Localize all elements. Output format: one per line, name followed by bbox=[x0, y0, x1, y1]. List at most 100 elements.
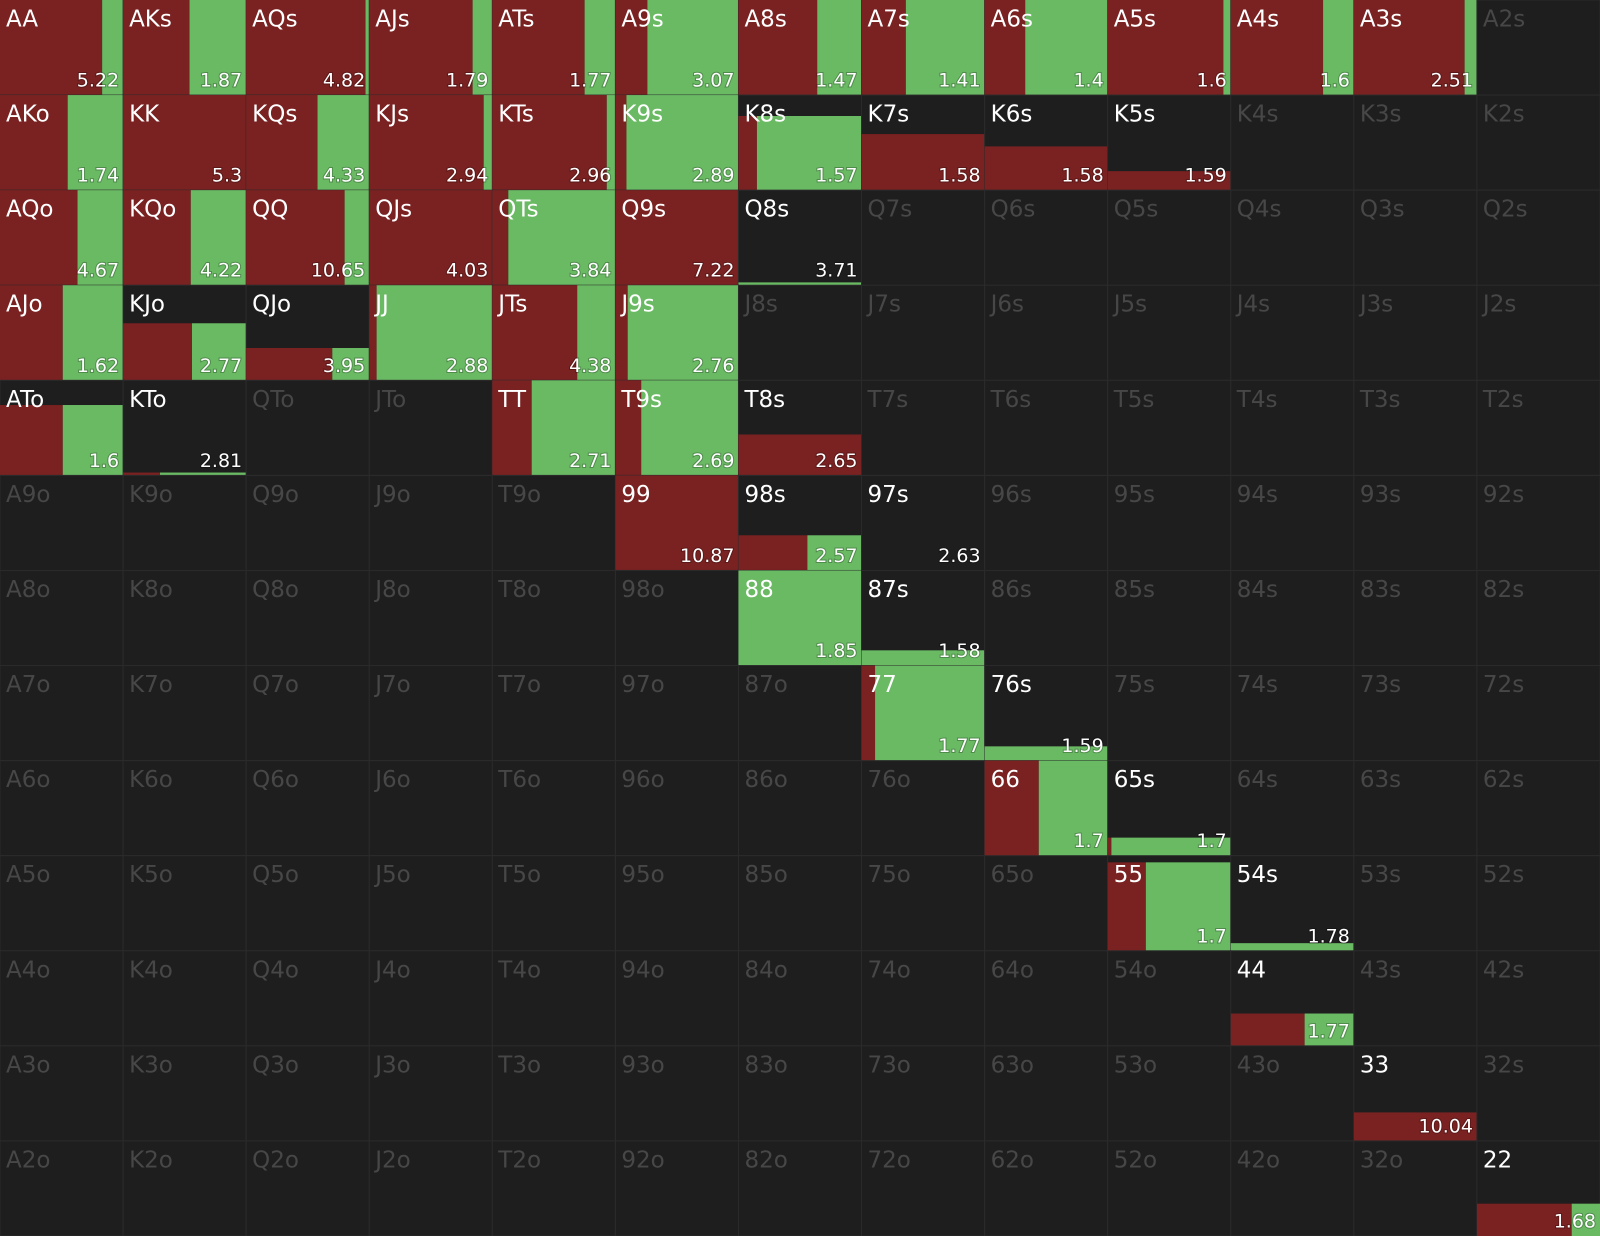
hand-cell[interactable]: T9s 2.69 bbox=[614, 379, 739, 476]
hand-cell[interactable]: 85o bbox=[737, 855, 863, 952]
hand-cell[interactable]: A6s 1.4 bbox=[984, 0, 1109, 96]
hand-cell[interactable]: 93o bbox=[614, 1045, 739, 1142]
hand-cell[interactable]: A6o bbox=[0, 760, 124, 857]
hand-cell[interactable]: 32o bbox=[1353, 1140, 1478, 1236]
hand-cell[interactable]: K4o bbox=[122, 950, 247, 1047]
hand-cell[interactable]: 65o bbox=[984, 855, 1109, 952]
hand-cell[interactable]: 86o bbox=[737, 760, 863, 857]
hand-cell[interactable]: 42o bbox=[1230, 1140, 1355, 1236]
hand-cell[interactable]: T2s bbox=[1476, 379, 1600, 476]
hand-cell[interactable]: 62s bbox=[1476, 760, 1600, 857]
hand-cell[interactable]: 64s bbox=[1230, 760, 1355, 857]
hand-cell[interactable]: 75o bbox=[861, 855, 986, 952]
hand-cell[interactable]: 84o bbox=[737, 950, 863, 1047]
hand-cell[interactable]: A3o bbox=[0, 1045, 124, 1142]
hand-cell[interactable]: 92s bbox=[1476, 474, 1600, 571]
hand-cell[interactable]: J8o bbox=[368, 569, 493, 667]
hand-cell[interactable]: KQs 4.33 bbox=[245, 94, 370, 191]
hand-cell[interactable]: T8o bbox=[491, 569, 616, 667]
hand-cell[interactable]: 97o bbox=[614, 665, 739, 762]
hand-cell[interactable]: Q8o bbox=[245, 569, 370, 667]
hand-cell[interactable]: KQo 4.22 bbox=[122, 189, 247, 286]
hand-cell[interactable]: Q7o bbox=[245, 665, 370, 762]
hand-cell[interactable]: T6s bbox=[984, 379, 1109, 476]
hand-cell[interactable]: A2s bbox=[1476, 0, 1600, 96]
hand-cell[interactable]: 74o bbox=[861, 950, 986, 1047]
hand-cell[interactable]: 52s bbox=[1476, 855, 1600, 952]
hand-cell[interactable]: Q5o bbox=[245, 855, 370, 952]
hand-cell[interactable]: J5s bbox=[1107, 284, 1232, 381]
hand-cell[interactable]: 75s bbox=[1107, 665, 1232, 762]
hand-cell[interactable]: 83s bbox=[1353, 569, 1478, 667]
hand-cell[interactable]: K9s 2.89 bbox=[614, 94, 739, 191]
hand-cell[interactable]: Q4o bbox=[245, 950, 370, 1047]
hand-cell[interactable]: 99 10.87 bbox=[614, 474, 739, 571]
hand-cell[interactable]: J6s bbox=[984, 284, 1109, 381]
hand-cell[interactable]: 63o bbox=[984, 1045, 1109, 1142]
hand-cell[interactable]: 32s bbox=[1476, 1045, 1600, 1142]
hand-cell[interactable]: 73s bbox=[1353, 665, 1478, 762]
hand-cell[interactable]: ATo 1.6 bbox=[0, 379, 124, 476]
hand-cell[interactable]: 82o bbox=[737, 1140, 863, 1236]
hand-cell[interactable]: 62o bbox=[984, 1140, 1109, 1236]
hand-cell[interactable]: J2s bbox=[1476, 284, 1600, 381]
hand-cell[interactable]: 86s bbox=[984, 569, 1109, 667]
hand-cell[interactable]: Q2o bbox=[245, 1140, 370, 1236]
hand-cell[interactable]: Q9o bbox=[245, 474, 370, 571]
hand-cell[interactable]: 52o bbox=[1107, 1140, 1232, 1236]
hand-cell[interactable]: 441.77 bbox=[1230, 950, 1355, 1047]
hand-cell[interactable]: K4s bbox=[1230, 94, 1355, 191]
hand-cell[interactable]: Q3s bbox=[1353, 189, 1478, 286]
hand-cell[interactable]: QJs 4.03 bbox=[368, 189, 493, 286]
hand-cell[interactable]: 72o bbox=[861, 1140, 986, 1236]
hand-cell[interactable]: A2o bbox=[0, 1140, 124, 1236]
hand-cell[interactable]: 551.7 bbox=[1107, 855, 1232, 952]
hand-cell[interactable]: A4s 1.6 bbox=[1230, 0, 1355, 96]
hand-cell[interactable]: A5o bbox=[0, 855, 124, 952]
hand-cell[interactable]: 87s 1.58 bbox=[861, 569, 986, 667]
hand-cell[interactable]: Q4s bbox=[1230, 189, 1355, 286]
hand-cell[interactable]: QQ 10.65 bbox=[245, 189, 370, 286]
hand-cell[interactable]: JTs 4.38 bbox=[491, 284, 616, 381]
hand-cell[interactable]: Q6s bbox=[984, 189, 1109, 286]
hand-cell[interactable]: Q9s 7.22 bbox=[614, 189, 739, 286]
hand-cell[interactable]: 94o bbox=[614, 950, 739, 1047]
hand-cell[interactable]: 43o bbox=[1230, 1045, 1355, 1142]
hand-cell[interactable]: A7s 1.41 bbox=[861, 0, 986, 96]
hand-cell[interactable]: 96o bbox=[614, 760, 739, 857]
hand-cell[interactable]: AQo 4.67 bbox=[0, 189, 124, 286]
hand-cell[interactable]: Q8s 3.71 bbox=[737, 189, 863, 286]
hand-cell[interactable]: 661.7 bbox=[984, 760, 1109, 857]
hand-cell[interactable]: 53s bbox=[1353, 855, 1478, 952]
hand-cell[interactable]: T3s bbox=[1353, 379, 1478, 476]
hand-cell[interactable]: 53o bbox=[1107, 1045, 1232, 1142]
hand-cell[interactable]: K7s 1.58 bbox=[861, 94, 986, 191]
hand-cell[interactable]: K2s bbox=[1476, 94, 1600, 191]
hand-cell[interactable]: 65s 1.7 bbox=[1107, 760, 1232, 857]
hand-cell[interactable]: J3o bbox=[368, 1045, 493, 1142]
hand-cell[interactable]: 96s bbox=[984, 474, 1109, 571]
hand-cell[interactable]: QJo 3.95 bbox=[245, 284, 370, 381]
hand-cell[interactable]: A7o bbox=[0, 665, 124, 762]
hand-cell[interactable]: AKs 1.87 bbox=[122, 0, 247, 96]
hand-cell[interactable]: KTo 2.81 bbox=[122, 379, 247, 476]
hand-cell[interactable]: 95s bbox=[1107, 474, 1232, 571]
hand-cell[interactable]: K2o bbox=[122, 1140, 247, 1236]
hand-cell[interactable]: 97s 2.63 bbox=[861, 474, 986, 571]
hand-cell[interactable]: K8s 1.57 bbox=[737, 94, 863, 191]
hand-cell[interactable]: T2o bbox=[491, 1140, 616, 1236]
hand-cell[interactable]: 98o bbox=[614, 569, 739, 667]
hand-cell[interactable]: K8o bbox=[122, 569, 247, 667]
hand-cell[interactable]: 76o bbox=[861, 760, 986, 857]
hand-cell[interactable]: JJ 2.88 bbox=[368, 284, 493, 381]
hand-cell[interactable]: K3o bbox=[122, 1045, 247, 1142]
hand-cell[interactable]: A8o bbox=[0, 569, 124, 667]
hand-cell[interactable]: 76s 1.59 bbox=[984, 665, 1109, 762]
hand-cell[interactable]: 98s 2.57 bbox=[737, 474, 863, 571]
hand-cell[interactable]: AJs 1.79 bbox=[368, 0, 493, 96]
hand-cell[interactable]: J4o bbox=[368, 950, 493, 1047]
hand-cell[interactable]: A5s 1.6 bbox=[1107, 0, 1232, 96]
hand-cell[interactable]: A4o bbox=[0, 950, 124, 1047]
hand-cell[interactable]: J8s bbox=[737, 284, 863, 381]
hand-cell[interactable]: 92o bbox=[614, 1140, 739, 1236]
